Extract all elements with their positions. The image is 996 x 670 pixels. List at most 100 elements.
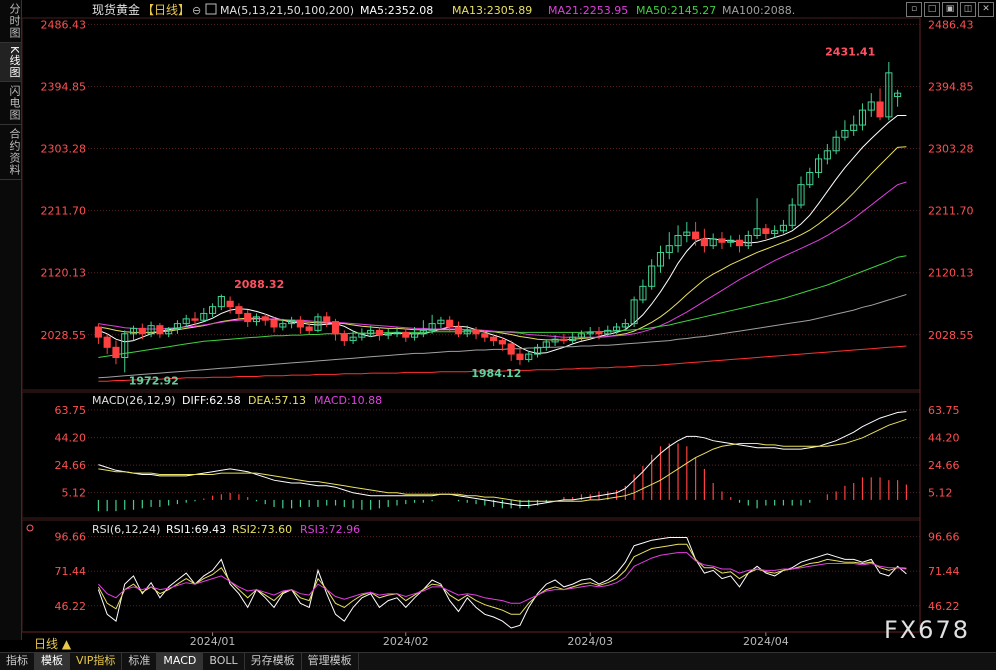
candle-body (683, 231, 691, 237)
rsi1-label: RSI1:69.43 (166, 523, 226, 536)
sidebar-tab-contract-info[interactable]: 合约资料 (0, 125, 21, 181)
macd-tick-label-left: 24.66 (55, 459, 87, 472)
chart-canvas[interactable]: 2486.43 2486.43 2394.85 2394.85 2303.28 2303.… (0, 0, 996, 652)
price-tick-label-left: 2394.85 (41, 80, 87, 93)
split-icon[interactable]: ◫ (960, 2, 976, 17)
candle-body (191, 318, 199, 321)
candle-body (832, 136, 840, 152)
macd-tick-label-left: 63.75 (55, 404, 87, 417)
candle-body (586, 331, 594, 335)
tab-boll[interactable]: BOLL (203, 653, 245, 670)
price-tick-label-left: 2028.55 (41, 329, 87, 342)
sidebar-tab-flash[interactable]: 闪电图 (0, 82, 21, 126)
candle-body (314, 316, 322, 331)
candle-body (894, 92, 902, 98)
candle-body (375, 329, 384, 336)
price-annotation: 1984.12 (471, 367, 521, 380)
candle-body (279, 323, 287, 328)
candle-body (700, 238, 708, 247)
close-icon[interactable]: ✕ (978, 2, 994, 17)
sidebar-tab-timeshare[interactable]: 分时图 (0, 0, 21, 43)
price-tick-label-left: 2211.70 (41, 205, 87, 218)
candle-body (525, 353, 533, 361)
tab-save-template[interactable]: 另存模板 (245, 653, 302, 670)
candle-body (490, 336, 498, 342)
candle-body (507, 343, 515, 355)
candle-body (121, 333, 129, 358)
candle-body (850, 124, 858, 131)
price-tick-label-left: 2486.43 (41, 18, 87, 31)
candle-body (208, 306, 217, 314)
tab-indicators[interactable]: 指标 (0, 653, 35, 670)
rsi-tick-label-left: 46.22 (55, 600, 87, 613)
candle-body (323, 316, 331, 323)
settings-icon: ⊖ (192, 4, 201, 17)
tab-vip-indicators[interactable]: VIP指标 (70, 653, 123, 670)
candle-body (674, 235, 682, 247)
tab-standard[interactable]: 标准 (122, 653, 158, 670)
tab-macd[interactable]: MACD (157, 653, 204, 670)
candle-body (718, 238, 726, 243)
price-tick-label-right: 2394.85 (928, 80, 974, 93)
rsi-line-rsi1 (97, 537, 907, 629)
rsi-tick-label-left: 71.44 (55, 565, 87, 578)
candle-body (165, 327, 173, 335)
price-tick-label-right: 2303.28 (928, 143, 974, 156)
ma-value-label: MA50:2145.27 (636, 4, 716, 17)
maximize-icon[interactable]: □ (924, 2, 940, 17)
candle-body (296, 319, 304, 328)
tab-manage-templates[interactable]: 管理模板 (302, 653, 359, 670)
price-annotation: 1972.92 (129, 374, 179, 387)
candle-body (481, 333, 489, 338)
candle-body (437, 319, 445, 325)
x-tick-label: 2024/01 (190, 635, 236, 648)
x-tick-label: 2024/03 (567, 635, 613, 648)
candle-body (595, 331, 603, 335)
candle-body (612, 326, 621, 331)
candle-body (384, 333, 392, 336)
x-tick-label: 2024/04 (743, 635, 789, 648)
rsi-settings-icon (26, 524, 34, 532)
tile-icon[interactable]: ▣ (942, 2, 958, 17)
candle-body (709, 238, 717, 247)
candle-body (129, 327, 138, 335)
sidebar-tab-kline[interactable]: K线图 (0, 43, 21, 83)
sidebar: 分时图 K线图 闪电图 合约资料 (0, 0, 22, 640)
candle-body (560, 338, 568, 342)
price-annotation: 2088.32 (234, 278, 284, 291)
edit-icon (205, 3, 217, 15)
restore-icon[interactable]: ▫ (906, 2, 922, 17)
tab-templates[interactable]: 模板 (35, 653, 70, 670)
rsi-tick-label-left: 96.66 (55, 531, 87, 544)
macd-tick-label-right: 44.20 (928, 432, 960, 445)
candle-body (656, 251, 665, 267)
candle-body (648, 265, 656, 287)
x-tick-label: 2024/02 (383, 635, 429, 648)
period-selector[interactable]: 日线 ▲ (22, 633, 92, 651)
price-tick-label-right: 2211.70 (928, 205, 974, 218)
watermark-logo: FX678 (883, 616, 970, 644)
candle-body (876, 101, 884, 118)
candle-body (727, 239, 735, 243)
symbol-title: 现货黄金 (92, 2, 140, 17)
candle-body (569, 336, 577, 342)
candle-body (103, 336, 111, 348)
candle-body (261, 316, 269, 321)
candle-body (771, 230, 779, 234)
period-label[interactable]: 日线 ▲ (34, 637, 72, 651)
macd-tick-label-left: 5.12 (62, 487, 87, 500)
candle-body (402, 331, 410, 338)
ma-value-label: MA5:2352.08 (360, 4, 433, 17)
candle-body (235, 306, 243, 314)
candle-body (419, 329, 427, 335)
rsi-panel-frame (21, 519, 921, 633)
macd-value-label: MACD:10.88 (314, 394, 382, 407)
candle-body (410, 333, 419, 338)
candle-body (367, 329, 375, 335)
ma-params-label: MA(5,13,21,50,100,200) (220, 4, 354, 17)
candle-body (797, 184, 805, 206)
candle-body (639, 285, 647, 301)
macd-diff-label: DIFF:62.58 (182, 394, 241, 407)
candle-body (621, 323, 629, 328)
candle-body (735, 239, 744, 247)
